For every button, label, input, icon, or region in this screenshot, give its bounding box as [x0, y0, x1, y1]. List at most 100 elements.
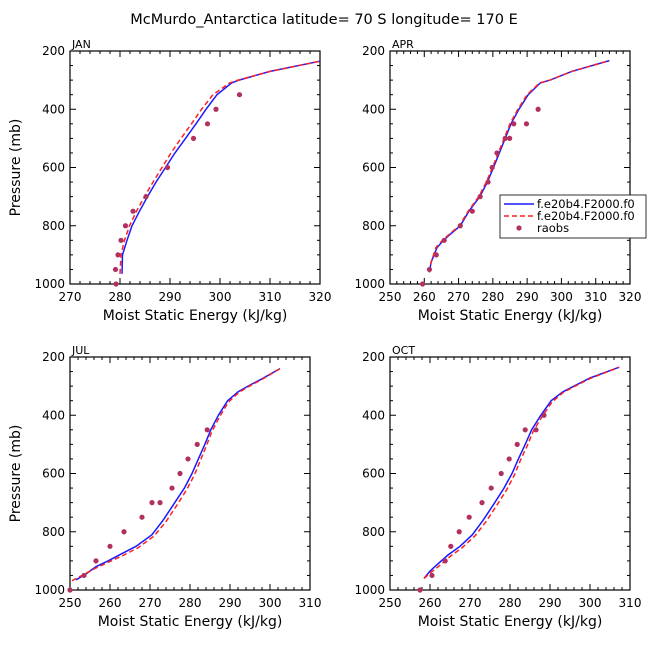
raobs-point — [479, 500, 485, 506]
legend-label: raobs — [537, 221, 569, 235]
raobs-point — [506, 456, 512, 462]
plot-frame — [69, 50, 321, 285]
raobs-point — [448, 543, 454, 549]
y-tick-label: 200 — [42, 350, 65, 364]
y-axis-title: Pressure (mb) — [8, 119, 24, 217]
panel-apr: 250 260 270 280 290 300 310 320 200 400 600 800 1000… — [354, 38, 641, 324]
raobs-point — [122, 223, 129, 229]
x-tick-label: 310 — [584, 290, 607, 304]
y-tick-label: 400 — [362, 408, 385, 422]
legend-label: f.e20b4.F2000.f0 — [537, 197, 635, 211]
x-tick-label: 250 — [379, 290, 402, 304]
x-axis-title: Moist Static Energy (kJ/kg) — [98, 614, 283, 630]
series-dashed-line — [119, 60, 321, 274]
panel-jan: 270 280 290 300 310 320 200 400 600 800 1000 JAN Moi… — [8, 38, 331, 324]
series-group — [112, 60, 321, 287]
series-solid-line — [75, 367, 281, 581]
x-tick-label: 270 — [139, 596, 162, 610]
raobs-point — [139, 514, 145, 520]
x-tick-label: 290 — [219, 596, 242, 610]
raobs-point — [502, 135, 508, 141]
plot-frame — [389, 50, 631, 285]
x-tick-label: 270 — [447, 290, 470, 304]
raobs-point — [194, 441, 200, 447]
y-tick-label: 600 — [42, 467, 65, 481]
y-tick-label: 1000 — [354, 277, 385, 291]
x-tick-label: 280 — [109, 290, 132, 304]
raobs-point — [419, 281, 426, 287]
series-solid-line — [121, 60, 321, 274]
raobs-point — [522, 427, 528, 433]
y-tick-label: 600 — [362, 467, 385, 481]
y-tick-label: 800 — [42, 525, 65, 539]
raobs-point — [115, 252, 121, 258]
plot-frame — [389, 356, 631, 591]
legend-marker — [516, 225, 522, 231]
panel-label: JUL — [71, 344, 90, 357]
raobs-point — [441, 237, 447, 243]
raobs-point — [417, 587, 423, 593]
panel-jul: 250 260 270 280 290 300 310 200 400 600 800 1000 JUL… — [8, 344, 321, 630]
raobs-point — [157, 500, 163, 506]
raobs-point — [143, 194, 149, 200]
x-tick-label: 290 — [159, 290, 182, 304]
x-tick-label: 310 — [619, 596, 642, 610]
x-tick-label: 270 — [459, 596, 482, 610]
series-solid-line — [428, 59, 610, 273]
x-tick-label: 320 — [309, 290, 332, 304]
raobs-point — [130, 208, 136, 214]
raobs-point — [426, 266, 433, 273]
raobs-point — [67, 587, 73, 593]
x-tick-label: 260 — [413, 290, 436, 304]
raobs-point — [93, 558, 99, 564]
raobs-point — [507, 135, 513, 141]
raobs-point — [469, 208, 475, 214]
raobs-point — [112, 266, 119, 273]
panel-label: OCT — [392, 344, 415, 357]
raobs-point — [498, 470, 504, 477]
panel-label: JAN — [71, 38, 91, 51]
raobs-point — [113, 281, 119, 287]
y-tick-label: 400 — [42, 408, 65, 422]
x-tick-label: 300 — [259, 596, 282, 610]
raobs-point — [149, 500, 155, 506]
panel-oct: 250 260 270 280 290 300 310 200 400 600 800 1000 OCT… — [354, 344, 641, 630]
y-tick-label: 600 — [362, 161, 385, 175]
raobs-point — [429, 572, 435, 579]
raobs-point — [488, 485, 494, 491]
y-tick-label: 800 — [362, 525, 385, 539]
legend-box — [499, 194, 647, 239]
y-tick-label: 200 — [42, 44, 65, 58]
raobs-point — [477, 194, 483, 200]
series-dashed-line — [428, 59, 610, 273]
y-tick-label: 600 — [42, 161, 65, 175]
y-tick-label: 400 — [362, 102, 385, 116]
raobs-point — [190, 135, 197, 141]
x-tick-label: 280 — [499, 596, 522, 610]
raobs-point — [236, 92, 243, 98]
raobs-point — [177, 470, 183, 477]
x-tick-label: 310 — [299, 596, 322, 610]
raobs-point — [457, 223, 463, 229]
y-tick-label: 200 — [362, 350, 385, 364]
y-tick-label: 200 — [362, 44, 385, 58]
raobs-point — [541, 412, 547, 418]
x-tick-label: 300 — [579, 596, 602, 610]
raobs-point — [514, 441, 520, 447]
raobs-point — [81, 572, 87, 579]
x-tick-label: 260 — [99, 596, 122, 610]
raobs-point — [485, 179, 491, 185]
x-tick-label: 300 — [209, 290, 232, 304]
x-axis-title: Moist Static Energy (kJ/kg) — [103, 308, 288, 324]
y-tick-label: 1000 — [34, 277, 65, 291]
raobs-point — [213, 106, 219, 112]
panels: 270 280 290 300 310 320 200 400 600 800 1000 JAN Moi… — [8, 38, 647, 630]
y-tick-label: 400 — [42, 102, 65, 116]
x-tick-label: 250 — [59, 596, 82, 610]
series-group — [67, 367, 281, 593]
raobs-point — [107, 543, 113, 549]
series-dashed-line — [71, 367, 281, 582]
x-tick-label: 270 — [59, 290, 82, 304]
raobs-point — [511, 121, 517, 127]
